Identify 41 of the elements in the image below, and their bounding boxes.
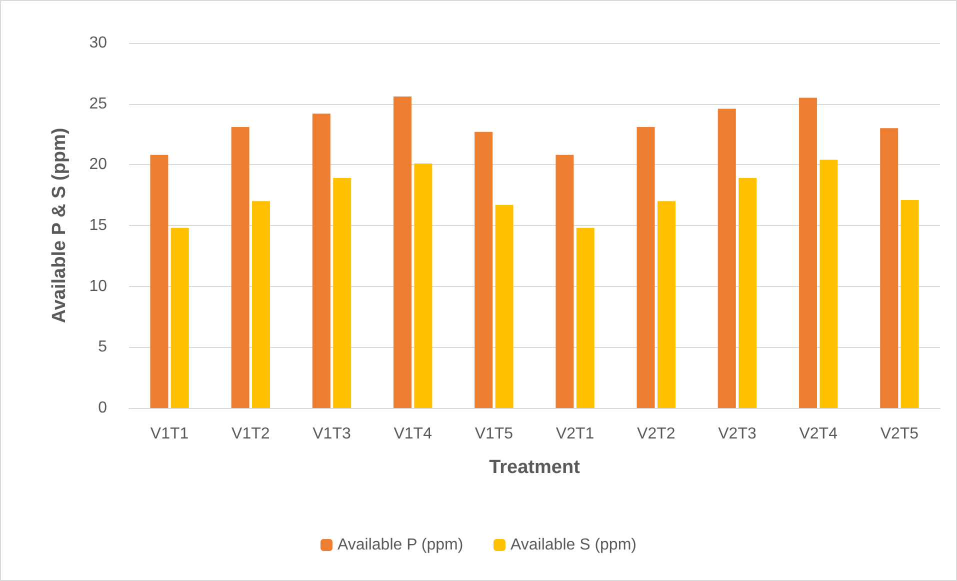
x-tick-label: V2T1 bbox=[556, 426, 594, 442]
y-tick-label: 30 bbox=[89, 34, 108, 52]
y-tick-label: 0 bbox=[98, 400, 108, 416]
bar bbox=[880, 128, 898, 408]
bar bbox=[394, 96, 412, 408]
y-tick-label: 5 bbox=[98, 338, 108, 356]
bar bbox=[556, 154, 574, 408]
x-tick-label: V2T3 bbox=[718, 426, 756, 442]
bar bbox=[576, 228, 594, 408]
x-tick-label: V1T4 bbox=[394, 426, 432, 442]
bar bbox=[474, 132, 493, 408]
x-axis-title: Treatment bbox=[489, 457, 581, 478]
bar bbox=[820, 160, 838, 408]
x-tick-label: V2T4 bbox=[799, 426, 838, 442]
x-tick-label: V1T1 bbox=[150, 426, 189, 442]
bar bbox=[636, 126, 655, 408]
bar bbox=[333, 178, 352, 408]
y-tick-label: 15 bbox=[89, 217, 108, 234]
x-tick-label: V1T2 bbox=[232, 426, 270, 442]
bar bbox=[312, 114, 330, 408]
y-tick-label: 10 bbox=[89, 278, 108, 295]
bar bbox=[658, 201, 676, 408]
bar bbox=[718, 108, 736, 408]
legend-label: Available S (ppm) bbox=[510, 536, 636, 554]
bar bbox=[150, 154, 168, 408]
bar bbox=[738, 178, 757, 408]
bar bbox=[799, 98, 817, 408]
bar bbox=[252, 201, 270, 408]
bar bbox=[495, 204, 514, 408]
x-tick-label: V2T2 bbox=[637, 426, 676, 442]
y-tick-label: 25 bbox=[89, 95, 108, 112]
x-tick-label: V2T5 bbox=[880, 426, 919, 442]
legend-label: Available P (ppm) bbox=[338, 536, 464, 554]
x-tick-label: V1T3 bbox=[312, 426, 351, 442]
bar bbox=[414, 163, 432, 408]
x-tick-label: V1T5 bbox=[474, 426, 514, 442]
bar bbox=[170, 228, 189, 408]
bar bbox=[900, 200, 919, 408]
y-axis-title: Available P & S (ppm) bbox=[49, 128, 70, 324]
y-tick-label: 20 bbox=[89, 156, 108, 174]
bar bbox=[231, 126, 250, 408]
